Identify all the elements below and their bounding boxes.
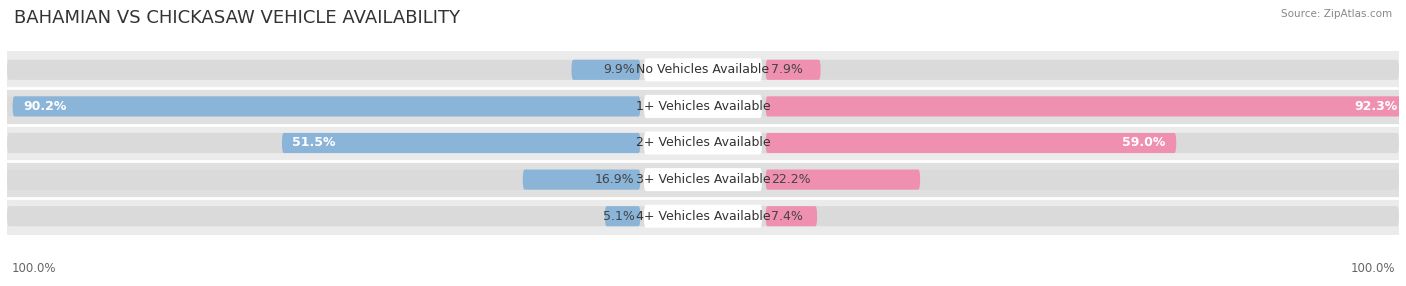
FancyBboxPatch shape — [644, 168, 762, 191]
Text: BAHAMIAN VS CHICKASAW VEHICLE AVAILABILITY: BAHAMIAN VS CHICKASAW VEHICLE AVAILABILI… — [14, 9, 460, 27]
Text: 5.1%: 5.1% — [603, 210, 634, 223]
Text: No Vehicles Available: No Vehicles Available — [637, 63, 769, 76]
FancyBboxPatch shape — [766, 133, 1177, 153]
Text: 3+ Vehicles Available: 3+ Vehicles Available — [636, 173, 770, 186]
Text: 16.9%: 16.9% — [595, 173, 634, 186]
Text: 90.2%: 90.2% — [22, 100, 66, 113]
Text: 100.0%: 100.0% — [11, 262, 56, 275]
FancyBboxPatch shape — [644, 95, 762, 118]
FancyBboxPatch shape — [644, 58, 762, 81]
Text: 22.2%: 22.2% — [772, 173, 811, 186]
FancyBboxPatch shape — [13, 96, 640, 116]
FancyBboxPatch shape — [605, 206, 640, 226]
FancyBboxPatch shape — [283, 133, 640, 153]
FancyBboxPatch shape — [7, 206, 1399, 226]
Bar — [7, 198, 1399, 235]
FancyBboxPatch shape — [766, 206, 817, 226]
FancyBboxPatch shape — [7, 170, 1399, 190]
FancyBboxPatch shape — [7, 133, 1399, 153]
Bar — [7, 161, 1399, 198]
FancyBboxPatch shape — [766, 60, 821, 80]
Text: 7.9%: 7.9% — [772, 63, 803, 76]
Text: 2+ Vehicles Available: 2+ Vehicles Available — [636, 136, 770, 150]
FancyBboxPatch shape — [571, 60, 640, 80]
Bar — [7, 125, 1399, 161]
FancyBboxPatch shape — [644, 205, 762, 228]
Text: 92.3%: 92.3% — [1354, 100, 1398, 113]
FancyBboxPatch shape — [766, 170, 920, 190]
Bar — [7, 51, 1399, 88]
Text: 4+ Vehicles Available: 4+ Vehicles Available — [636, 210, 770, 223]
FancyBboxPatch shape — [766, 96, 1406, 116]
Text: 7.4%: 7.4% — [772, 210, 803, 223]
FancyBboxPatch shape — [7, 60, 1399, 80]
FancyBboxPatch shape — [7, 96, 1399, 116]
Bar — [7, 88, 1399, 125]
FancyBboxPatch shape — [644, 132, 762, 154]
Text: 51.5%: 51.5% — [292, 136, 336, 150]
Text: 9.9%: 9.9% — [603, 63, 634, 76]
Text: 100.0%: 100.0% — [1350, 262, 1395, 275]
FancyBboxPatch shape — [523, 170, 640, 190]
Text: 59.0%: 59.0% — [1122, 136, 1166, 150]
Text: 1+ Vehicles Available: 1+ Vehicles Available — [636, 100, 770, 113]
Text: Source: ZipAtlas.com: Source: ZipAtlas.com — [1281, 9, 1392, 19]
